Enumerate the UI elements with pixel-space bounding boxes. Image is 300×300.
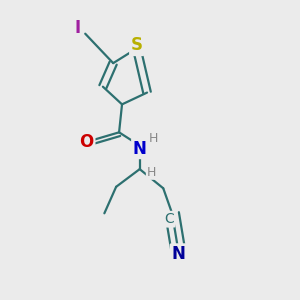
Text: I: I <box>75 19 81 37</box>
Text: S: S <box>131 37 143 55</box>
Text: C: C <box>164 212 174 226</box>
Text: N: N <box>171 245 185 263</box>
Text: H: H <box>149 132 158 145</box>
Text: N: N <box>133 140 147 158</box>
Text: H: H <box>147 166 157 178</box>
Text: O: O <box>80 133 94 151</box>
